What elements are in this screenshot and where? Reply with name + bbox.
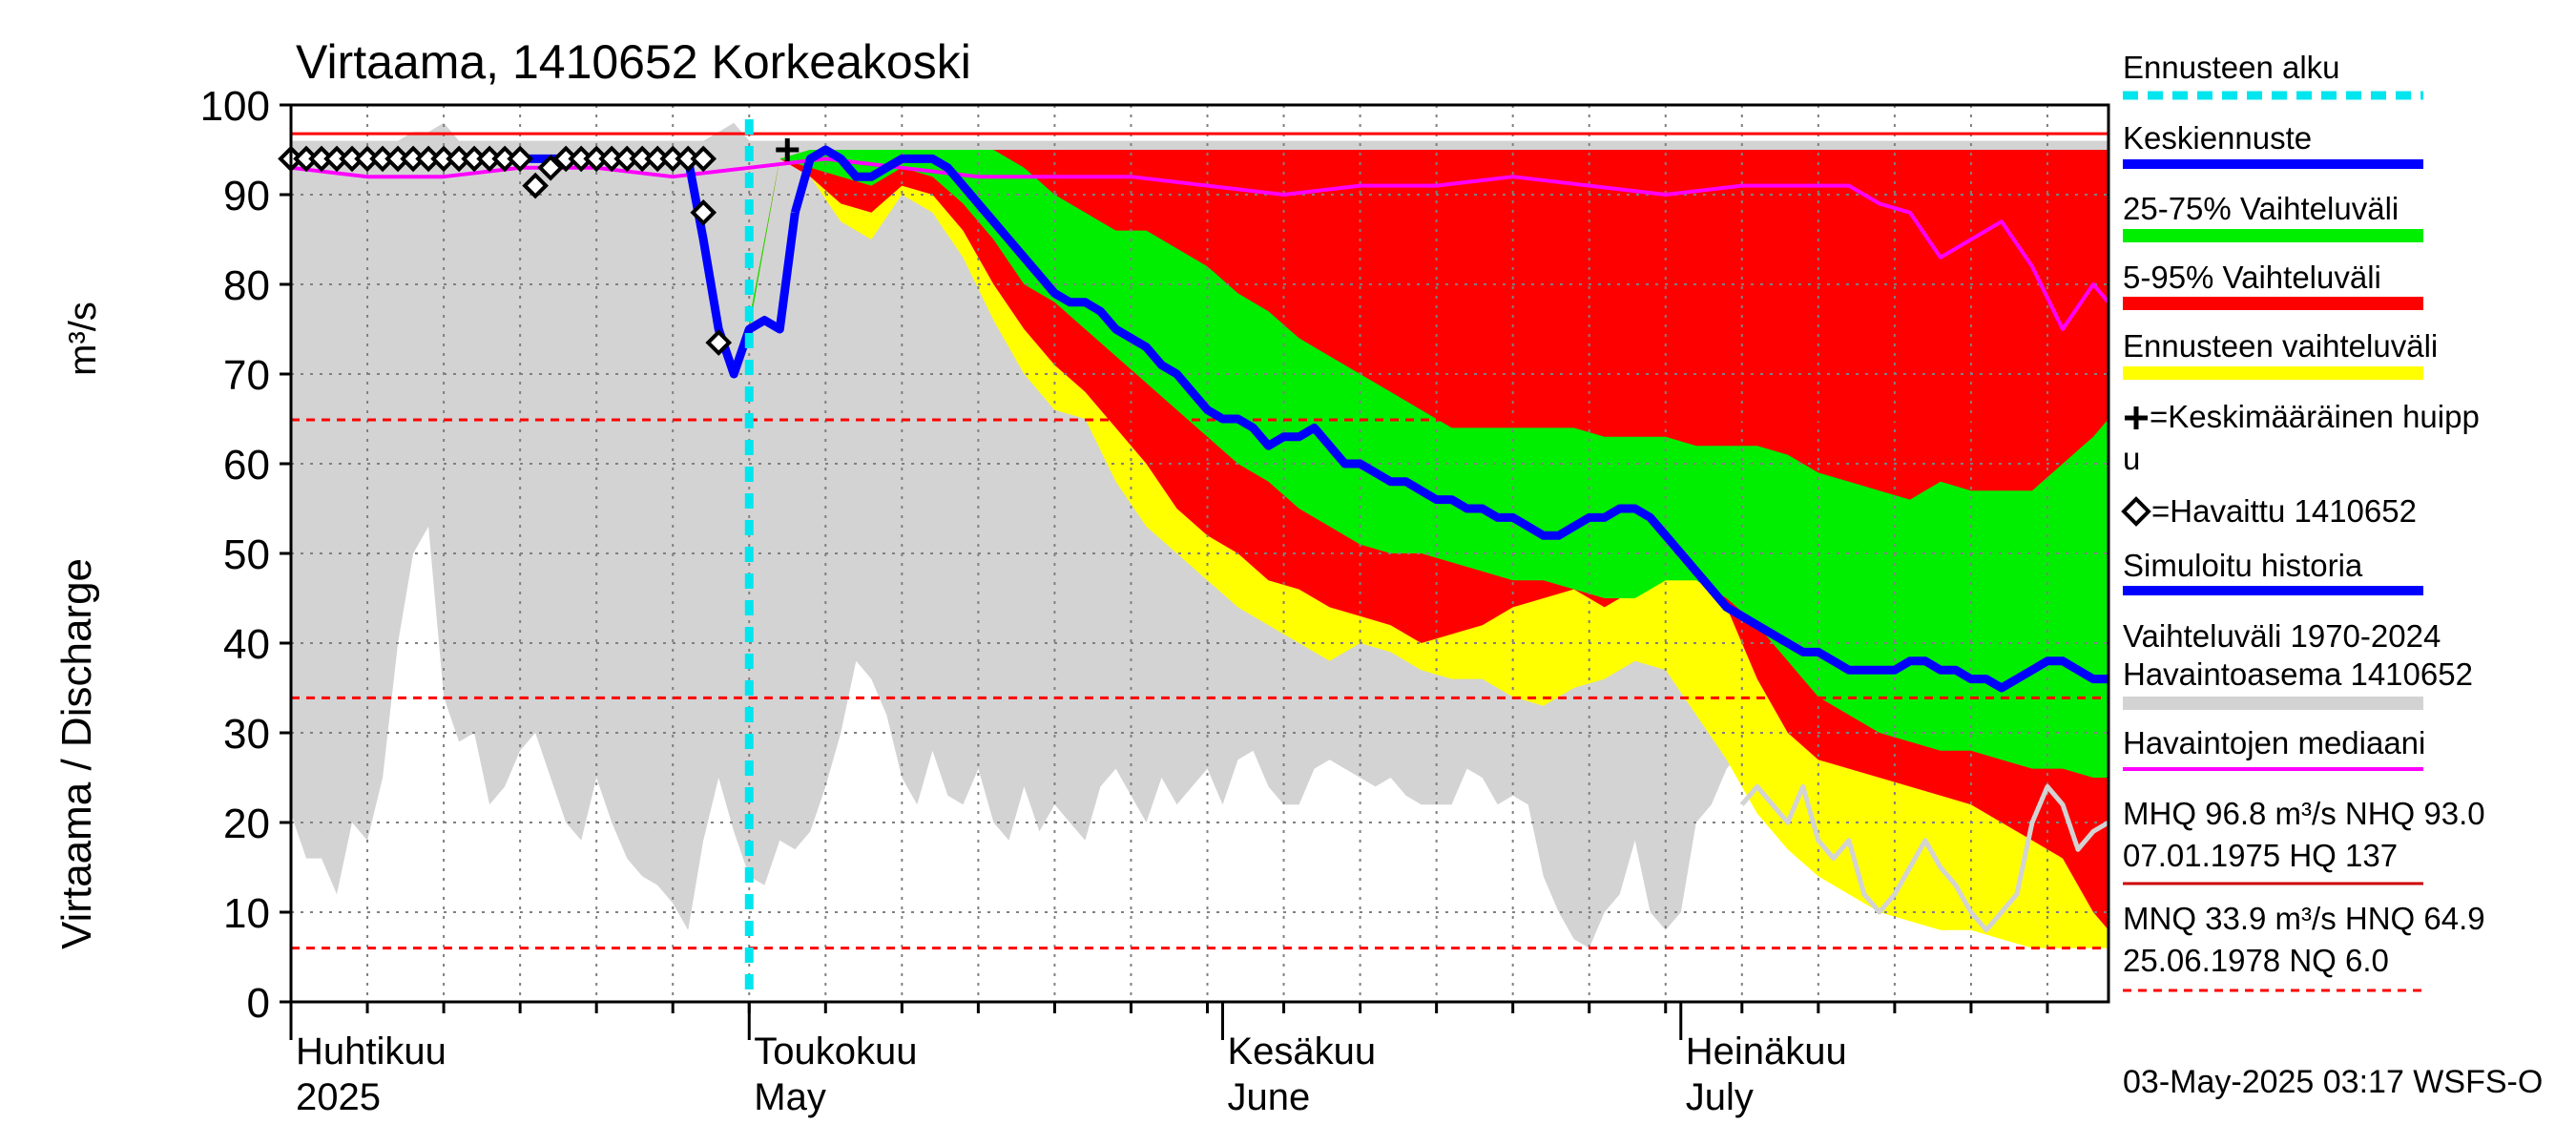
legend-forecast-start-label: Ennusteen alku <box>2123 50 2340 85</box>
mean-peak-marker <box>776 138 800 161</box>
y-tick-label: 20 <box>223 801 270 847</box>
y-tick-label: 50 <box>223 531 270 578</box>
y-tick-label: 40 <box>223 621 270 668</box>
y-axis-label: Virtaama / Discharge <box>53 558 100 949</box>
x-month-label: Huhtikuu <box>296 1030 447 1072</box>
legend-median-label: Havaintojen mediaani <box>2123 725 2425 760</box>
legend-stats-low-label: MNQ 33.9 m³/s HNQ 64.9 <box>2123 901 2485 936</box>
legend-hist-range-swatch <box>2123 697 2423 710</box>
legend-25-75-swatch <box>2123 229 2423 242</box>
y-tick-label: 30 <box>223 711 270 758</box>
legend-peak-label: =Keskimääräinen huipp <box>2150 399 2480 434</box>
legend-mean-label: Keskiennuste <box>2123 120 2312 156</box>
legend-5-95-swatch <box>2123 297 2423 310</box>
y-tick-label: 0 <box>247 980 270 1027</box>
plot-area <box>278 105 2110 1002</box>
observed-point <box>537 154 564 181</box>
legend-stats-low-label-2: 25.06.1978 NQ 6.0 <box>2123 943 2389 978</box>
x-month-sublabel: May <box>754 1076 826 1118</box>
legend-forecast-range-label: Ennusteen vaihteluväli <box>2123 328 2438 364</box>
x-month-label: Heinäkuu <box>1686 1030 1847 1072</box>
x-month-label: Kesäkuu <box>1228 1030 1377 1072</box>
mean-forecast-line <box>790 145 2109 693</box>
x-month-sublabel: June <box>1228 1076 1311 1118</box>
legend-peak-label-cont: u <box>2123 441 2140 476</box>
x-month-label: Toukokuu <box>754 1030 917 1072</box>
observed-point <box>522 172 549 199</box>
y-tick-label: 80 <box>223 262 270 309</box>
y-tick-label: 90 <box>223 173 270 219</box>
footer-timestamp: 03-May-2025 03:17 WSFS-O <box>2123 1064 2543 1100</box>
x-month-sublabel: July <box>1686 1076 1754 1118</box>
x-month-sublabel: 2025 <box>296 1076 381 1118</box>
legend-simulated-label: Simuloitu historia <box>2123 548 2363 583</box>
y-tick-label: 10 <box>223 890 270 937</box>
observed-point <box>690 145 717 173</box>
y-axis-unit: m³/s <box>62 302 104 376</box>
observed-point <box>690 198 717 226</box>
legend-observed-label: =Havaittu 1410652 <box>2151 493 2417 529</box>
legend-observed-symbol <box>2121 496 2151 527</box>
legend-peak-symbol <box>2125 406 2148 429</box>
legend-25-75-label: 25-75% Vaihteluväli <box>2123 191 2399 226</box>
legend: Ennusteen alku Keskiennuste 25-75% Vaihtel… <box>2121 50 2485 992</box>
legend-forecast-range-swatch <box>2123 366 2423 380</box>
legend-5-95-label: 5-95% Vaihteluväli <box>2123 260 2381 295</box>
median-line <box>290 156 2110 331</box>
y-tick-label: 100 <box>200 83 270 130</box>
observed-point <box>705 329 733 356</box>
chart-title: Virtaama, 1410652 Korkeakoski <box>296 35 971 89</box>
legend-stats-high-label-2: 07.01.1975 HQ 137 <box>2123 838 2398 873</box>
y-tick-label: 70 <box>223 352 270 399</box>
observed-point <box>507 145 533 173</box>
legend-hist-range-label-2: Havaintoasema 1410652 <box>2123 656 2473 692</box>
historical-range-edge <box>1739 783 2110 933</box>
legend-stats-high-label: MHQ 96.8 m³/s NHQ 93.0 <box>2123 796 2485 831</box>
y-tick-label: 60 <box>223 442 270 489</box>
legend-hist-range-label: Vaihteluväli 1970-2024 <box>2123 618 2441 654</box>
